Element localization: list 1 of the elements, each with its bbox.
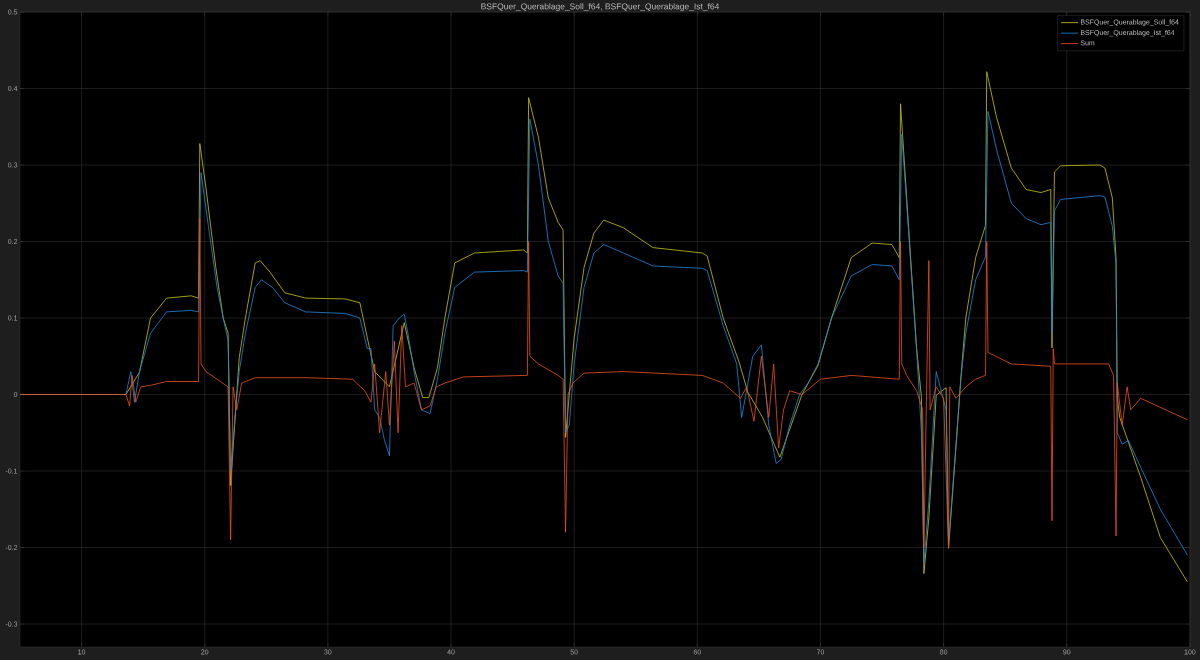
- chart-title: BSFQuer_Querablage_Soll_f64, BSFQuer_Querablage_Ist_f64: [481, 3, 720, 12]
